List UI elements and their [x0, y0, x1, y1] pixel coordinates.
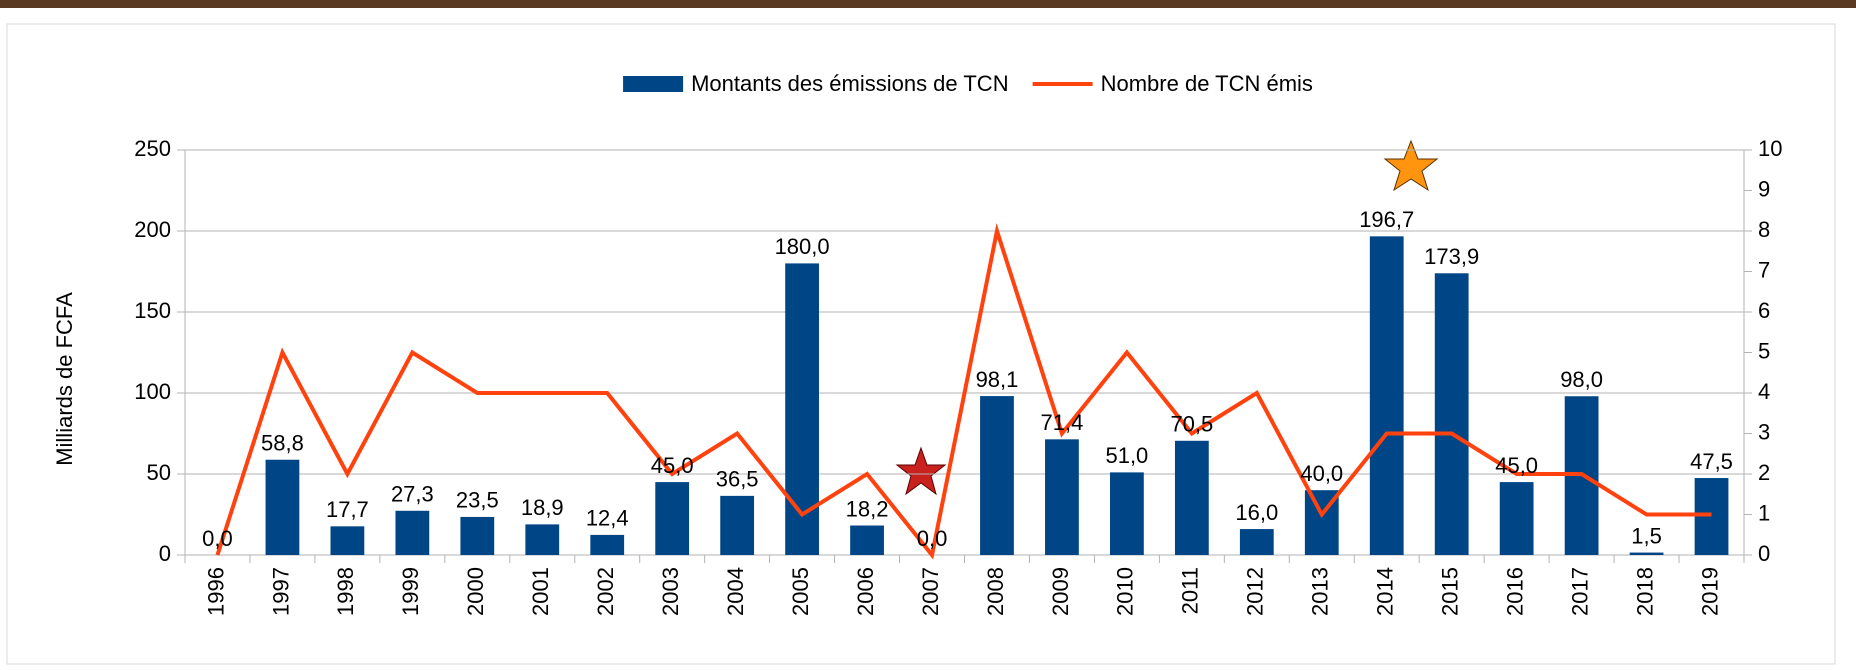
top-border	[0, 0, 1856, 8]
x-tick-label: 2003	[658, 567, 683, 616]
data-label: 23,5	[456, 488, 499, 513]
data-label: 180,0	[775, 234, 830, 259]
orange-star	[1383, 139, 1439, 192]
y-tick-label: 100	[134, 379, 171, 404]
y-tick-label: 0	[159, 541, 171, 566]
data-label: 58,8	[261, 431, 304, 456]
x-tick-label: 1999	[398, 567, 423, 616]
data-label: 17,7	[326, 497, 369, 522]
bar	[460, 516, 495, 555]
data-label: 173,9	[1424, 244, 1479, 269]
data-label: 98,1	[976, 367, 1019, 392]
x-tick-label: 2019	[1697, 567, 1722, 616]
x-tick-label: 2000	[463, 567, 488, 616]
y2-tick-label: 0	[1758, 541, 1770, 566]
legend: Montants des émissions de TCN Nombre de T…	[623, 71, 1313, 96]
data-label: 0,0	[917, 526, 948, 551]
bar	[1369, 236, 1404, 555]
bar	[980, 396, 1014, 555]
bar	[850, 525, 884, 555]
legend-label: Montants des émissions de TCN	[691, 71, 1009, 96]
bar	[265, 459, 300, 555]
data-label: 51,0	[1105, 443, 1148, 468]
bar	[1434, 273, 1469, 555]
data-label: 47,5	[1690, 449, 1733, 474]
bar	[1045, 439, 1079, 555]
line	[215, 223, 1712, 560]
data-label: 18,2	[846, 496, 889, 521]
data-label: 36,5	[716, 467, 759, 492]
y2-tick-label: 3	[1758, 419, 1770, 444]
x-tick-label: 2009	[1048, 567, 1073, 616]
bar	[1110, 472, 1144, 555]
data-label: 70,5	[1170, 412, 1213, 437]
y-tick-label: 150	[134, 298, 171, 323]
x-tick-label: 2005	[788, 567, 813, 616]
bar	[785, 263, 819, 555]
bar	[1174, 440, 1209, 555]
bar	[1694, 478, 1729, 555]
data-label: 45,0	[1495, 453, 1538, 478]
x-tick-label: 2010	[1113, 567, 1138, 616]
x-tick-label: 2015	[1438, 567, 1463, 616]
bar	[655, 482, 690, 555]
legend-label: Nombre de TCN émis	[1101, 71, 1313, 96]
red-star	[895, 446, 947, 496]
x-tick-label: 2016	[1502, 567, 1527, 616]
x-tick-label: 2012	[1243, 567, 1268, 616]
bar	[590, 534, 625, 555]
frame	[6, 23, 1836, 665]
legend-item: Nombre de TCN émis	[1032, 71, 1313, 96]
x-tick-label: 2013	[1308, 567, 1333, 616]
x-tick-label: 2008	[983, 567, 1008, 616]
data-label: 1,5	[1631, 523, 1662, 548]
data-label: 0,0	[202, 526, 233, 551]
x-tick-label: 2017	[1567, 567, 1592, 616]
x-tick-label: 2011	[1178, 567, 1203, 614]
data-label: 40,0	[1300, 461, 1343, 486]
data-label: 45,0	[651, 453, 694, 478]
data-label: 27,3	[391, 482, 434, 507]
data-label: 16,0	[1235, 500, 1278, 525]
x-tick-label: 2004	[723, 567, 748, 616]
y2-tick-label: 1	[1758, 500, 1770, 525]
bar	[720, 495, 755, 555]
legend-item: Montants des émissions de TCN	[623, 71, 1009, 96]
x-tick-label: 1998	[333, 567, 358, 616]
y-tick-label: 200	[134, 217, 171, 242]
y2-tick-label: 8	[1758, 217, 1770, 242]
y2-tick-label: 6	[1758, 298, 1770, 323]
bar	[525, 524, 560, 555]
y2-tick-label: 9	[1758, 176, 1770, 201]
y2-tick-label: 2	[1758, 460, 1770, 485]
y2-tick-label: 5	[1758, 338, 1770, 363]
y-tick-label: 250	[134, 136, 171, 161]
bar	[395, 510, 430, 555]
data-label: 98,0	[1560, 367, 1603, 392]
y2-tick-label: 7	[1758, 257, 1770, 282]
bar	[330, 526, 365, 555]
legend-swatch	[623, 76, 684, 92]
x-tick-label: 2006	[853, 567, 878, 616]
x-tick-label: 1996	[203, 567, 228, 616]
x-tick-label: 2002	[593, 567, 618, 616]
bar	[1239, 529, 1274, 555]
y2-tick-label: 4	[1758, 379, 1770, 404]
data-label: 196,7	[1359, 207, 1414, 232]
data-label: 18,9	[521, 495, 564, 520]
x-tick-label: 2014	[1373, 567, 1398, 616]
x-tick-label: 2001	[528, 567, 553, 616]
bar	[1499, 482, 1534, 555]
y-axis-label: Milliards de FCFA	[52, 292, 77, 466]
data-label: 12,4	[586, 506, 629, 531]
x-tick-label: 2018	[1632, 567, 1657, 616]
data-label: 71,4	[1041, 410, 1084, 435]
y2-tick-label: 10	[1758, 136, 1782, 161]
bar	[1629, 552, 1664, 555]
y-tick-label: 50	[147, 460, 171, 485]
x-tick-label: 2007	[918, 567, 943, 616]
x-tick-label: 1997	[268, 567, 293, 616]
